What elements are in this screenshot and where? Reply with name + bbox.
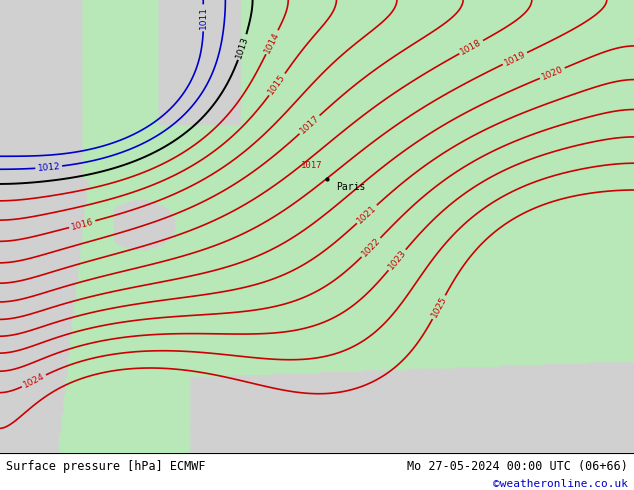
Text: 1022: 1022 bbox=[360, 236, 382, 259]
Text: ©weatheronline.co.uk: ©weatheronline.co.uk bbox=[493, 480, 628, 490]
Text: 1014: 1014 bbox=[262, 30, 281, 54]
Text: 1018: 1018 bbox=[459, 38, 484, 57]
Text: Paris: Paris bbox=[336, 182, 365, 193]
Text: 1017: 1017 bbox=[301, 161, 323, 170]
Text: 1021: 1021 bbox=[355, 203, 378, 225]
Text: 1024: 1024 bbox=[22, 372, 46, 390]
Text: Surface pressure [hPa] ECMWF: Surface pressure [hPa] ECMWF bbox=[6, 460, 206, 473]
Text: 1020: 1020 bbox=[540, 65, 565, 82]
Text: 1011: 1011 bbox=[199, 6, 208, 29]
Text: 1012: 1012 bbox=[37, 162, 60, 173]
Text: 1025: 1025 bbox=[429, 295, 448, 319]
Text: Mo 27-05-2024 00:00 UTC (06+66): Mo 27-05-2024 00:00 UTC (06+66) bbox=[407, 460, 628, 473]
Text: 1015: 1015 bbox=[267, 73, 287, 97]
Text: 1019: 1019 bbox=[503, 49, 527, 68]
Text: 1023: 1023 bbox=[386, 248, 408, 271]
Text: 1017: 1017 bbox=[298, 114, 321, 136]
Text: 1013: 1013 bbox=[235, 35, 250, 59]
Text: 1016: 1016 bbox=[70, 217, 94, 231]
